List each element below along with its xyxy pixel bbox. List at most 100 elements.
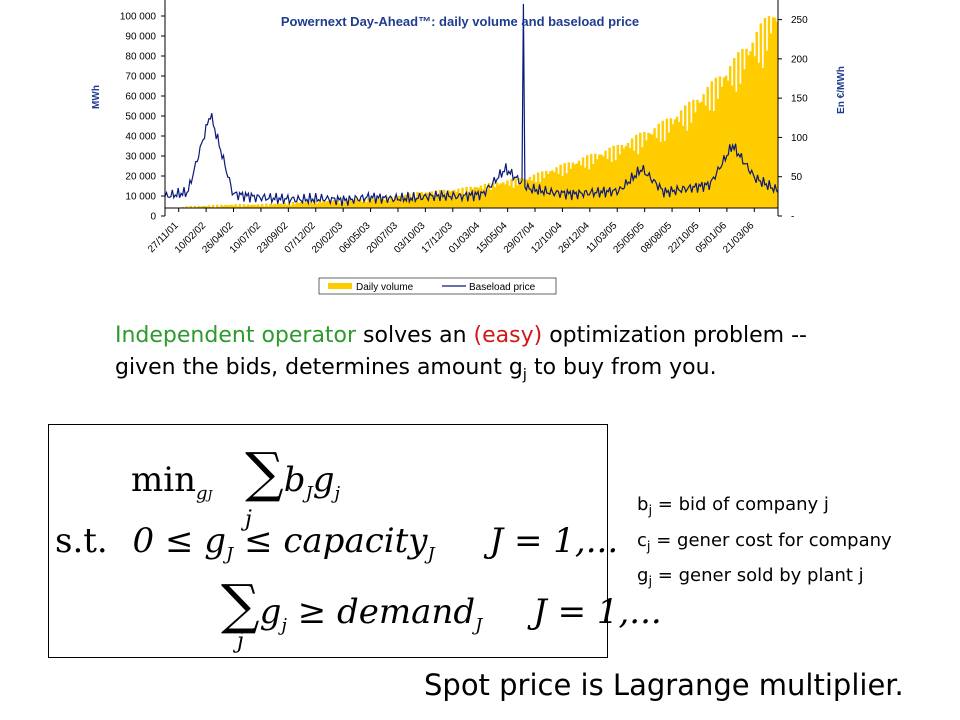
- volume-bar: [197, 205, 201, 208]
- bid-definition: bj = bid of company j: [637, 494, 829, 519]
- volume-bar: [228, 205, 231, 208]
- volume-bar: [418, 195, 421, 208]
- volume-bar: [645, 140, 648, 208]
- volume-bar: [553, 172, 556, 208]
- volume-bar: [688, 101, 691, 208]
- volume-bar: [295, 201, 299, 208]
- volume-bar: [600, 154, 603, 208]
- volume-bar: [493, 187, 497, 208]
- volume-bar: [273, 203, 276, 208]
- volume-bar: [252, 204, 256, 208]
- volume-bar: [459, 193, 462, 208]
- volume-bar: [242, 204, 246, 208]
- volume-bar: [422, 194, 425, 208]
- volume-bar: [590, 153, 593, 208]
- volume-bar: [526, 179, 530, 208]
- volume-bar: [211, 204, 215, 208]
- volume-bar: [596, 159, 599, 208]
- volume-bar: [289, 205, 293, 208]
- volume-bar: [528, 176, 532, 208]
- volume-bar: [287, 202, 291, 208]
- volume-bar: [406, 196, 409, 208]
- volume-bar: [726, 80, 730, 208]
- sum-icon: ∑: [245, 441, 284, 504]
- volume-bar: [336, 199, 340, 208]
- volume-bar: [285, 204, 288, 208]
- easy-text: (easy): [473, 323, 543, 348]
- volume-bar: [308, 203, 311, 208]
- left-tick-label: 10 000: [125, 192, 156, 203]
- st-label: s.t.: [55, 521, 108, 561]
- objective-line: mingJ ∑bJgj: [131, 441, 340, 504]
- volume-bar: [690, 122, 693, 208]
- left-tick-label: 100 000: [120, 12, 157, 23]
- volume-bar: [671, 124, 675, 208]
- volume-bar: [641, 147, 644, 208]
- volume-bar: [751, 42, 754, 208]
- volume-bar: [201, 206, 205, 208]
- volume-bar: [753, 56, 756, 209]
- volume-bar: [681, 125, 685, 208]
- g-symbol: g: [312, 460, 335, 500]
- volume-bar: [604, 150, 607, 208]
- volume-bar: [391, 199, 395, 208]
- volume-bar: [209, 206, 213, 208]
- volume-bar: [769, 33, 773, 208]
- volume-bar: [283, 202, 286, 208]
- volume-bar: [547, 174, 550, 208]
- volume-bar: [508, 185, 511, 208]
- volume-bar: [330, 201, 333, 208]
- demand-term: ≥ demand: [286, 592, 476, 632]
- volume-bar: [551, 170, 554, 208]
- volume-bar: [344, 199, 348, 208]
- volume-bar: [581, 157, 585, 208]
- volume-bar: [773, 17, 777, 208]
- volume-bar: [702, 94, 705, 208]
- x-axis-ticks: 27/11/0110/02/0226/04/0210/07/0223/09/02…: [146, 208, 757, 256]
- volume-bar: [487, 182, 491, 208]
- sentence-line2a: given the bids, determines amount g: [115, 355, 523, 380]
- left-axis-ticks: 0 10 000 20 000 30 000 40 000 50 000 60 000 70 …: [120, 0, 165, 223]
- volume-bar: [583, 167, 587, 208]
- volume-bar: [649, 133, 652, 208]
- sentence-line2b: to buy from you.: [526, 355, 717, 380]
- volume-bar: [567, 162, 570, 208]
- volume-bar: [728, 65, 732, 208]
- volume-bar: [350, 200, 354, 208]
- volume-bar: [712, 111, 716, 208]
- volume-bar: [365, 202, 368, 208]
- optimization-formula-box: mingJ ∑bJgj j s.t. 0 ≤ gJ ≤ capacityJ J …: [48, 424, 662, 658]
- volume-bar: [677, 121, 681, 208]
- volume-bar: [199, 206, 203, 208]
- g-subscript: j: [334, 483, 341, 504]
- volume-bar: [747, 55, 750, 208]
- volume-bar: [743, 69, 746, 208]
- volume-bar: [446, 190, 450, 208]
- volume-bar: [559, 164, 562, 208]
- volume-bar: [314, 200, 317, 208]
- volume-bar: [275, 204, 278, 208]
- left-tick-label: 0: [150, 212, 156, 223]
- volume-bar: [232, 205, 235, 208]
- right-tick-label: 100: [791, 133, 808, 144]
- volume-bar: [571, 162, 575, 208]
- volume-bar: [620, 144, 624, 208]
- sum-icon-2: ∑: [221, 573, 260, 636]
- legend-volume-swatch: [328, 283, 352, 289]
- volume-bar: [326, 201, 329, 208]
- volume-bar: [416, 191, 419, 208]
- volume-bar: [761, 67, 765, 209]
- volume-bar: [371, 198, 374, 208]
- volume-bar: [694, 112, 697, 208]
- volume-bar: [706, 87, 709, 208]
- index-range-2: J = 1,...: [533, 592, 662, 632]
- independent-operator-text: Independent operator: [115, 323, 357, 348]
- right-axis-ticks: - 50 100 150 200 250: [778, 15, 808, 223]
- sum-index-1: j: [245, 507, 252, 532]
- volume-bar: [610, 162, 613, 208]
- volume-bar: [534, 182, 538, 208]
- volume-bar: [244, 206, 248, 208]
- demand-g-symbol: g: [259, 592, 282, 632]
- volume-bar: [332, 199, 335, 208]
- volume-bar: [412, 192, 415, 208]
